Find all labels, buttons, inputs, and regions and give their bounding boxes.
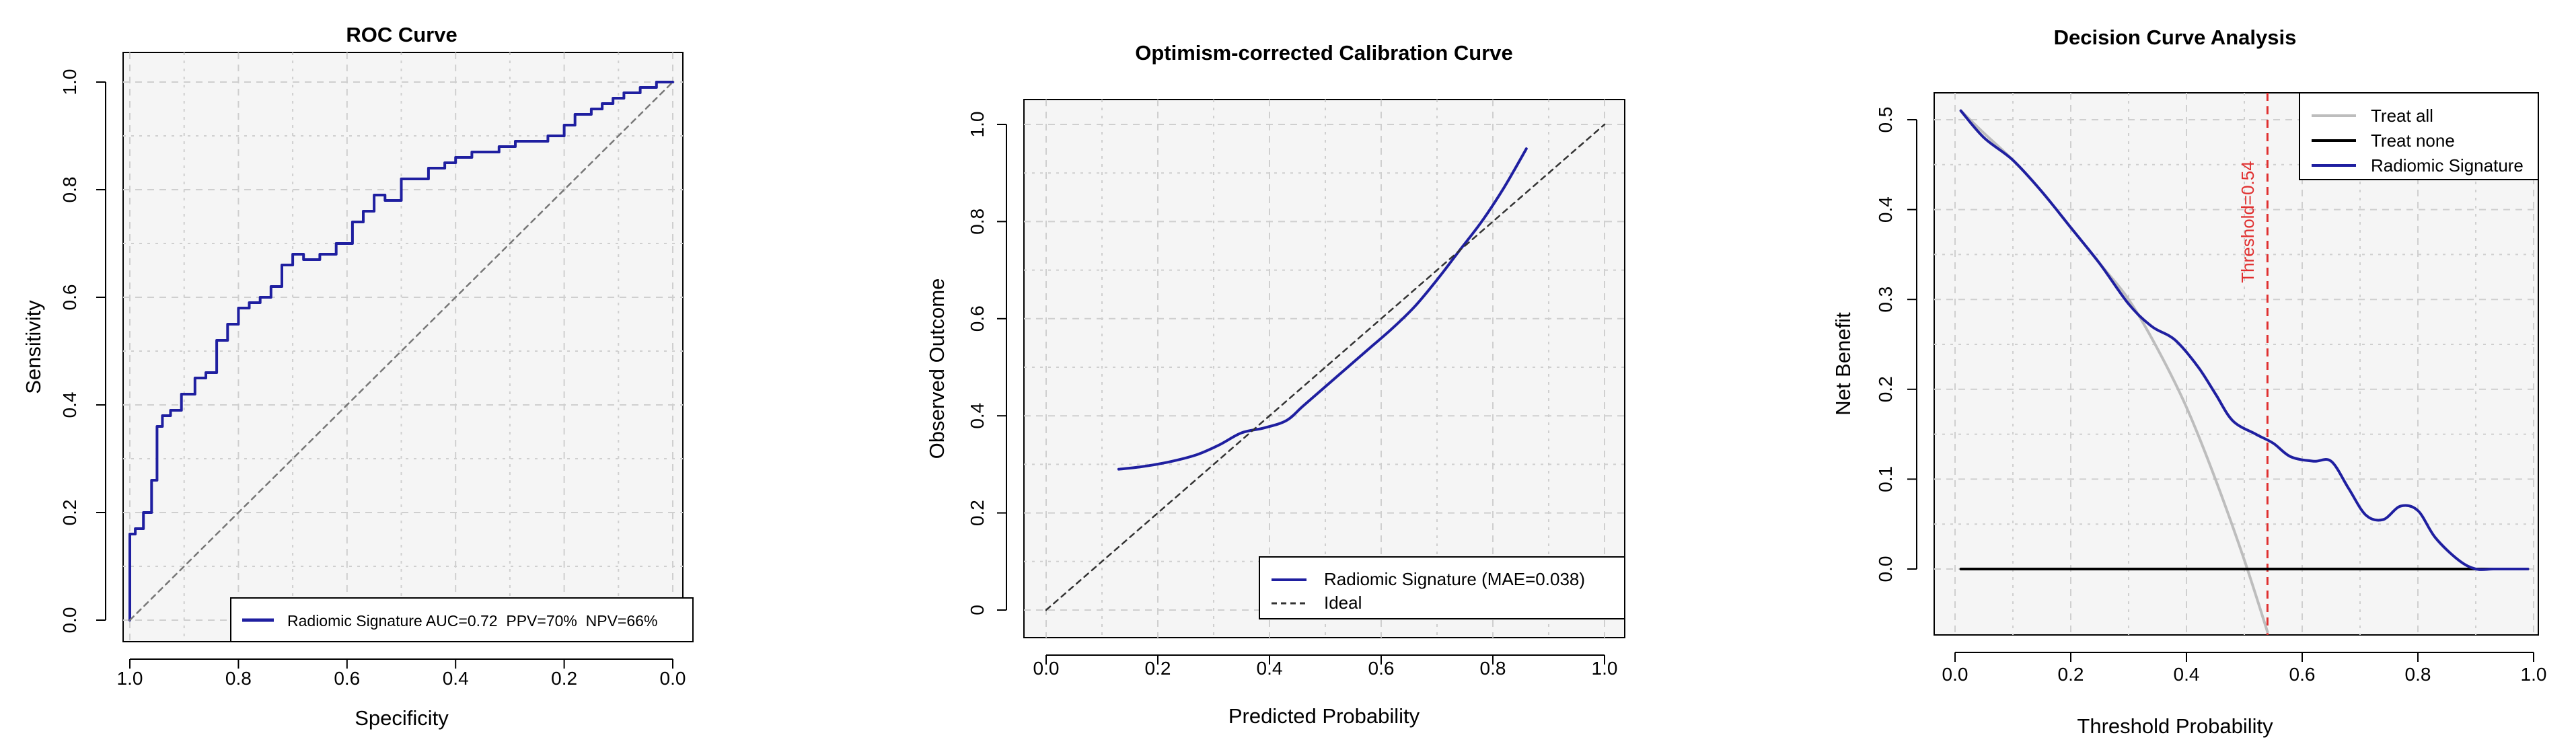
roc-ylabel: Sensitivity (22, 300, 45, 394)
dca-legend-label-0: Treat all (2371, 106, 2433, 126)
calibration-grid (1024, 100, 1625, 638)
roc-title: ROC Curve (346, 23, 457, 46)
dca-x-tick-label: 0.2 (2058, 664, 2084, 685)
dca-legend-box (2299, 92, 2539, 180)
calibration-x-tick-label: 0.8 (1480, 658, 1506, 679)
calibration-title: Optimism-corrected Calibration Curve (1135, 41, 1513, 65)
calibration-panel: Optimism-corrected Calibration Curve 0.0… (925, 41, 1625, 728)
calibration-y-tick-label: 0 (967, 605, 988, 615)
calibration-ylabel: Observed Outcome (925, 278, 949, 459)
dca-ylabel: Net Benefit (1831, 312, 1855, 416)
dca-y-tick-label: 0.4 (1875, 196, 1896, 223)
dca-x-tick-label: 0.8 (2405, 664, 2431, 685)
calibration-x-tick-label: 1.0 (1592, 658, 1618, 679)
roc-x-tick-label: 0.8 (225, 668, 252, 689)
dca-x-tick-label: 0.4 (2174, 664, 2200, 685)
calibration-y-tick-label: 0.6 (967, 305, 988, 332)
roc-ticks: 1.0 0.8 0.6 0.4 0.2 0.0 0.0 0.2 0.4 0.6 0.8 1.0 (59, 69, 686, 689)
calibration-y-tick-label: 0.2 (967, 500, 988, 526)
roc-series-0-line (128, 81, 674, 621)
calibration-series-1-line (1045, 123, 1606, 611)
dca-lines (1959, 93, 2530, 635)
calibration-y-tick-label: 0.8 (967, 209, 988, 235)
calibration-legend-box (1259, 556, 1625, 619)
dca-legend-label-1: Treat none (2371, 130, 2455, 151)
dca-y-tick-label: 0.1 (1875, 466, 1896, 492)
calibration-xlabel: Predicted Probability (1228, 704, 1420, 728)
dca-y-tick-label: 0.5 (1875, 107, 1896, 133)
dca-title: Decision Curve Analysis (2054, 26, 2297, 49)
roc-y-tick-label: 0.4 (59, 392, 80, 418)
dca-y-tick-label: 0.2 (1875, 376, 1896, 402)
dca-legend-label-2: Radiomic Signature (2371, 155, 2524, 176)
dca-x-tick-label: 0.0 (1942, 664, 1968, 685)
roc-legend-box (230, 597, 694, 642)
dca-y-tick-label: 0.3 (1875, 287, 1896, 313)
calibration-x-tick-label: 0.4 (1257, 658, 1283, 679)
dca-x-tick-label: 1.0 (2521, 664, 2547, 685)
roc-x-tick-label: 1.0 (117, 668, 143, 689)
calibration-lines (1045, 123, 1606, 611)
calibration-ticks: 0.0 0.2 0.4 0.6 0.8 1.0 0 0.2 0.4 0.6 0.8 1.0 (967, 112, 1617, 679)
roc-y-tick-label: 0.6 (59, 285, 80, 311)
roc-y-tick-label: 1.0 (59, 69, 80, 96)
dca-x-tick-label: 0.6 (2289, 664, 2316, 685)
roc-y-tick-label: 0.0 (59, 607, 80, 634)
dca-series-2-line (1959, 109, 2530, 571)
roc-series-1-line (128, 81, 674, 621)
dca-threshold-label: Threshold=0.54 (2238, 161, 2258, 282)
roc-x-tick-label: 0.6 (334, 668, 360, 689)
calibration-x-tick-label: 0.6 (1368, 658, 1395, 679)
roc-lines (128, 81, 674, 621)
calibration-x-tick-label: 0.2 (1145, 658, 1171, 679)
calibration-legend: Radiomic Signature (MAE=0.038) Ideal (1259, 556, 1625, 619)
roc-y-tick-label: 0.8 (59, 177, 80, 203)
dca-ticks: 0.0 0.2 0.4 0.6 0.8 1.0 0.0 0.1 0.2 0.3 0.4 0.5 (1875, 107, 2546, 685)
dca-panel: Decision Curve Analysis 0.0 0.2 0.4 0.6 0.8 1… (1831, 26, 2546, 738)
roc-plot-area (122, 52, 684, 642)
roc-legend: Radiomic Signature AUC=0.72 PPV=70% NPV=… (230, 597, 694, 642)
roc-panel: ROC Curve 1.0 0.8 0.6 0.4 0.2 0.0 0.0 0.2 0.4 0.6… (22, 23, 694, 730)
roc-x-tick-label: 0.2 (551, 668, 577, 689)
roc-legend-label: Radiomic Signature AUC=0.72 PPV=70% NPV=… (287, 612, 657, 630)
roc-y-tick-label: 0.2 (59, 500, 80, 526)
roc-xlabel: Specificity (355, 706, 449, 730)
calibration-legend-label-0: Radiomic Signature (MAE=0.038) (1324, 569, 1585, 589)
roc-x-tick-label: 0.4 (443, 668, 469, 689)
dca-legend: Treat all Treat none Radiomic Signature (2299, 92, 2539, 180)
calibration-legend-label-1: Ideal (1324, 593, 1362, 613)
calibration-x-tick-label: 0.0 (1033, 658, 1060, 679)
dca-grid (1934, 93, 2538, 635)
calibration-y-tick-label: 0.4 (967, 403, 988, 429)
roc-x-tick-label: 0.0 (660, 668, 686, 689)
calibration-y-tick-label: 1.0 (967, 112, 988, 138)
dca-xlabel: Threshold Probability (2077, 714, 2273, 738)
dca-y-tick-label: 0.0 (1875, 556, 1896, 582)
